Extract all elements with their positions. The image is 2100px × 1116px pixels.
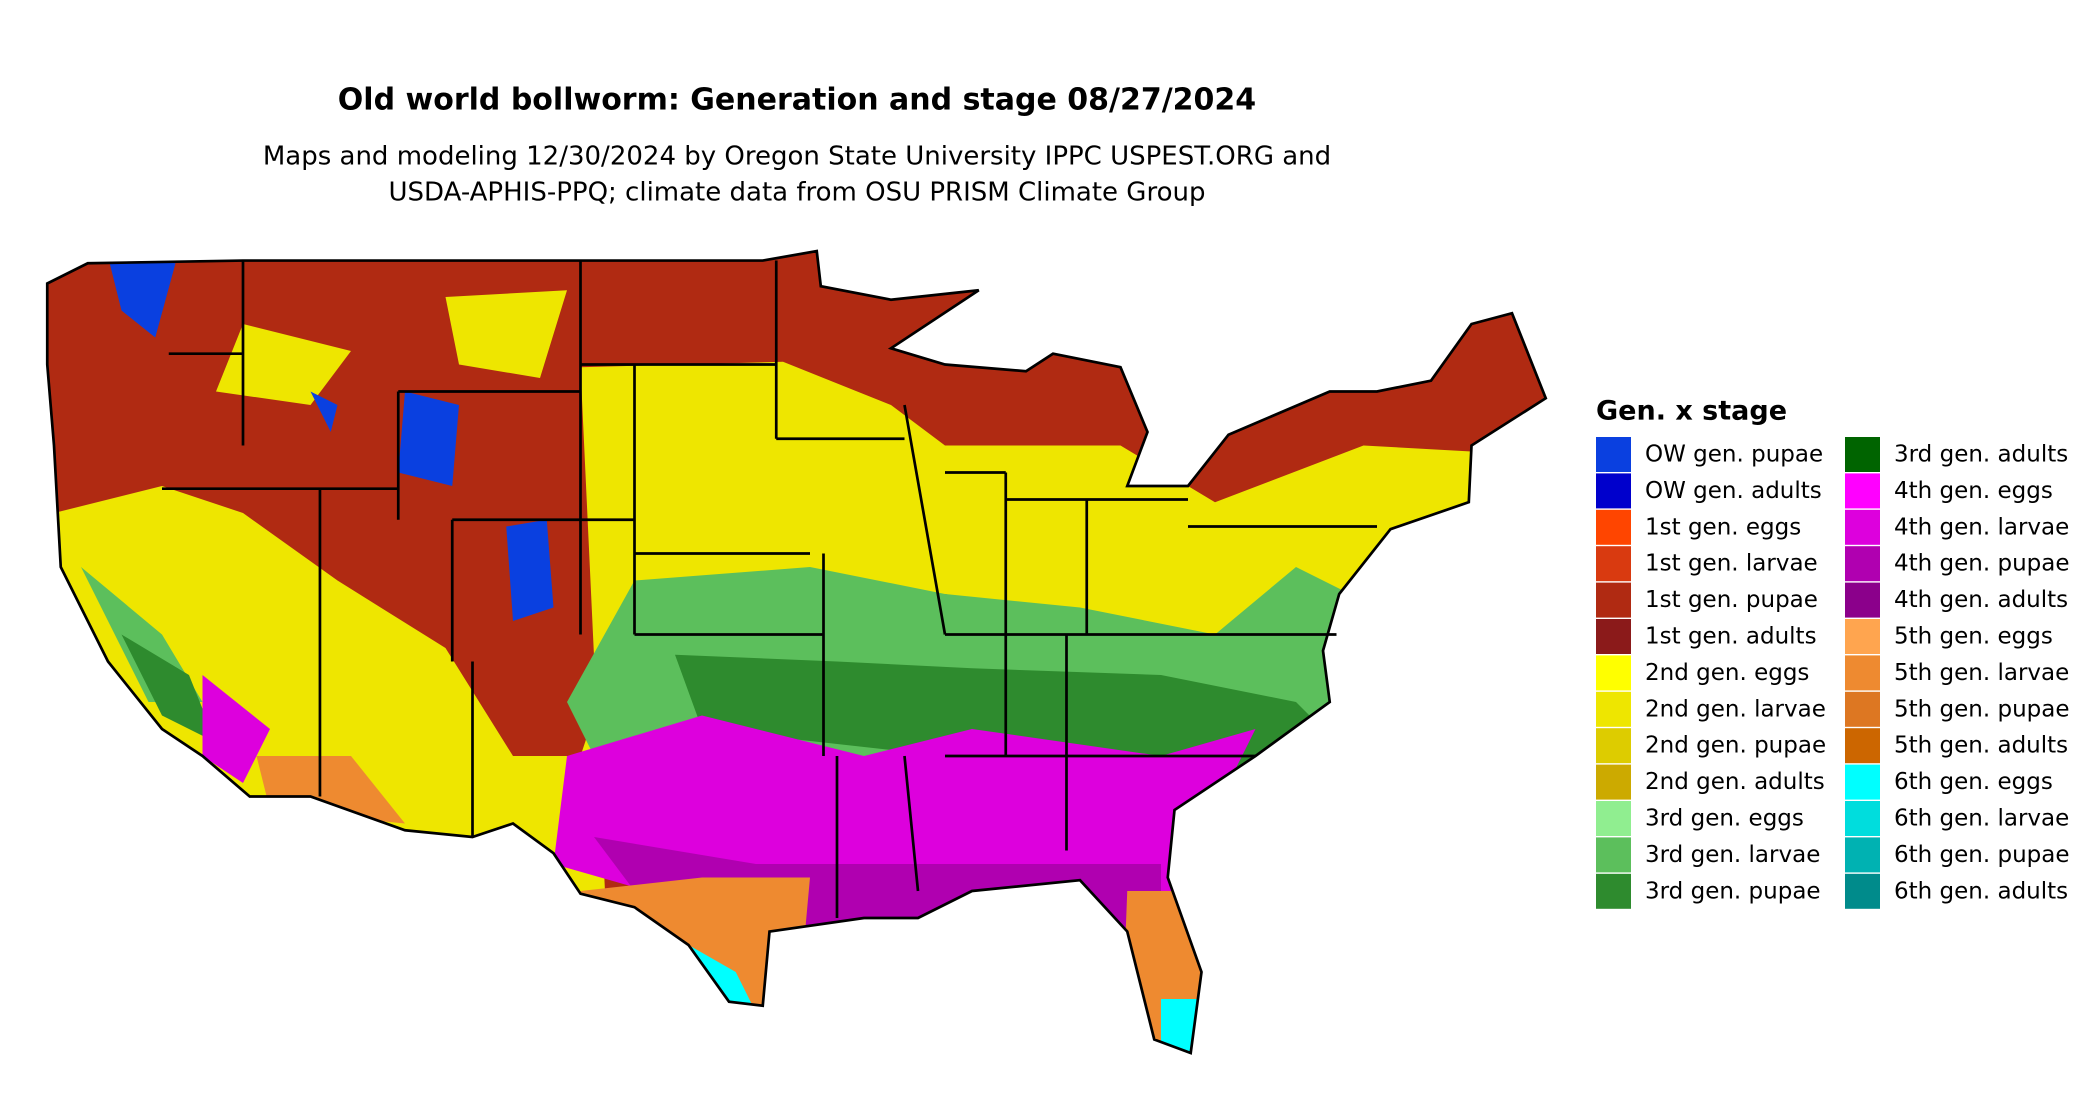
legend-swatch <box>1596 655 1631 691</box>
legend-swatch <box>1596 437 1631 472</box>
legend-swatch <box>1845 437 1880 472</box>
legend-label: 1st gen. pupae <box>1645 587 1818 613</box>
legend-label: 5th gen. eggs <box>1894 624 2053 650</box>
legend-label: 2nd gen. eggs <box>1645 660 1809 686</box>
legend-title: Gen. x stage <box>1596 396 1787 427</box>
legend-swatch <box>1596 837 1631 873</box>
legend-label: 5th gen. adults <box>1894 733 2068 759</box>
legend-label: 1st gen. larvae <box>1645 551 1818 577</box>
legend-label: 5th gen. larvae <box>1894 660 2069 686</box>
legend-label: OW gen. pupae <box>1645 442 1823 468</box>
map-subtitle: Maps and modeling 12/30/2024 by Oregon S… <box>263 142 1331 172</box>
legend-swatch <box>1845 728 1880 764</box>
legend-swatch <box>1845 801 1880 836</box>
legend-label: 4th gen. pupae <box>1894 551 2070 577</box>
legend-swatch <box>1845 837 1880 873</box>
legend-swatch <box>1596 728 1631 764</box>
legend-swatch <box>1596 691 1631 727</box>
legend-swatch <box>1845 655 1880 691</box>
legend-label: 3rd gen. larvae <box>1645 842 1820 868</box>
legend-label: 2nd gen. adults <box>1645 769 1825 795</box>
zone-2nd-gen <box>54 290 1499 945</box>
legend-label: 4th gen. eggs <box>1894 478 2053 504</box>
legend-label: 6th gen. larvae <box>1894 806 2069 832</box>
legend-swatch <box>1845 764 1880 800</box>
legend-label: 6th gen. adults <box>1894 878 2068 904</box>
map-title: Old world bollworm: Generation and stage… <box>338 83 1256 118</box>
zone-ow <box>108 256 554 621</box>
legend-swatch <box>1596 764 1631 800</box>
legend-swatch <box>1845 509 1880 545</box>
legend-swatch <box>1845 582 1880 618</box>
legend-swatch <box>1596 619 1631 654</box>
legend: OW gen. pupae OW gen. adults 1st gen. eggs… <box>1596 437 2070 909</box>
legend-swatch <box>1845 546 1880 582</box>
legend-swatch <box>1596 509 1631 545</box>
legend-label: 2nd gen. pupae <box>1645 733 1826 759</box>
map-subtitle: USDA-APHIS-PPQ; climate data from OSU PR… <box>389 178 1206 208</box>
legend-label: 4th gen. larvae <box>1894 514 2069 540</box>
legend-swatch <box>1845 619 1880 654</box>
legend-swatch <box>1596 546 1631 582</box>
legend-swatch <box>1596 801 1631 836</box>
legend-label: 1st gen. adults <box>1645 624 1817 650</box>
legend-swatch <box>1845 691 1880 727</box>
legend-swatch <box>1596 473 1631 509</box>
legend-swatch <box>1845 873 1880 909</box>
legend-swatch <box>1596 582 1631 618</box>
state-lines <box>162 260 1378 919</box>
legend-swatch <box>1596 873 1631 909</box>
legend-label: 1st gen. eggs <box>1645 514 1801 540</box>
legend-swatch <box>1845 473 1880 509</box>
legend-label: 4th gen. adults <box>1894 587 2068 613</box>
legend-label: 3rd gen. pupae <box>1645 878 1821 904</box>
legend-label: 5th gen. pupae <box>1894 696 2070 722</box>
legend-label: OW gen. adults <box>1645 478 1822 504</box>
map <box>45 249 1548 1055</box>
legend-label: 2nd gen. larvae <box>1645 696 1826 722</box>
legend-label: 6th gen. eggs <box>1894 769 2053 795</box>
legend-label: 3rd gen. eggs <box>1645 806 1804 832</box>
zone-5th-gen <box>256 756 1216 1054</box>
legend-label: 3rd gen. adults <box>1894 442 2068 468</box>
legend-label: 6th gen. pupae <box>1894 842 2070 868</box>
